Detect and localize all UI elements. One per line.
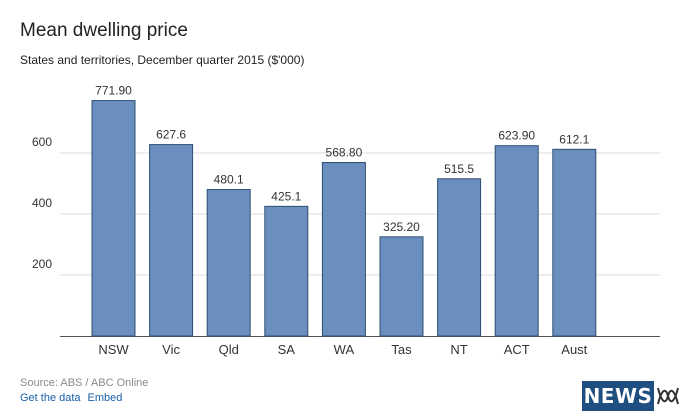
bar <box>149 144 194 337</box>
x-tick-label: NSW <box>98 342 129 357</box>
x-tick-label: SA <box>278 342 296 357</box>
bar <box>437 178 482 337</box>
get-data-link[interactable]: Get the data <box>20 392 81 404</box>
bar-value-label: 771.90 <box>95 84 132 98</box>
x-tick-label: Vic <box>162 342 180 357</box>
abc-news-logo[interactable]: NEWS <box>582 381 682 411</box>
chart-subtitle: States and territories, December quarter… <box>20 53 305 67</box>
x-tick-label: Tas <box>391 342 412 357</box>
bar-value-label: 627.6 <box>156 128 186 142</box>
embed-link[interactable]: Embed <box>87 392 123 404</box>
bar <box>264 205 309 337</box>
bar-value-label: 612.1 <box>559 132 589 146</box>
bar-value-label: 568.80 <box>326 146 363 160</box>
chart-title: Mean dwelling price <box>20 20 188 41</box>
x-tick-label: ACT <box>504 342 530 357</box>
x-tick-label: NT <box>450 342 467 357</box>
bar <box>321 162 366 337</box>
x-tick-label: Qld <box>219 342 239 357</box>
abc-lissajous-icon <box>654 381 682 411</box>
y-tick-label: 200 <box>32 257 52 271</box>
x-tick-label: Aust <box>561 342 587 357</box>
bar <box>379 236 424 337</box>
bar-value-label: 515.5 <box>444 162 474 176</box>
bar-value-label: 480.1 <box>214 173 244 187</box>
bar <box>552 148 597 337</box>
bar-chart: 200 400 600 771.90 NSW 627.6 Vic 480.1 Qld 425.1 S… <box>32 84 660 357</box>
bar-value-label: 623.90 <box>498 129 535 143</box>
y-tick-label: 400 <box>32 196 52 210</box>
bar <box>494 145 539 337</box>
source-note: Source: ABS / ABC Online <box>20 377 149 389</box>
news-wordmark: NEWS <box>582 381 654 411</box>
bar <box>206 189 251 337</box>
x-tick-label: WA <box>334 342 355 357</box>
bar-value-label: 425.1 <box>271 189 301 203</box>
y-tick-label: 600 <box>32 135 52 149</box>
bar <box>91 100 136 337</box>
footer-links: Get the data Embed <box>20 392 122 404</box>
bar-value-label: 325.20 <box>383 220 420 234</box>
